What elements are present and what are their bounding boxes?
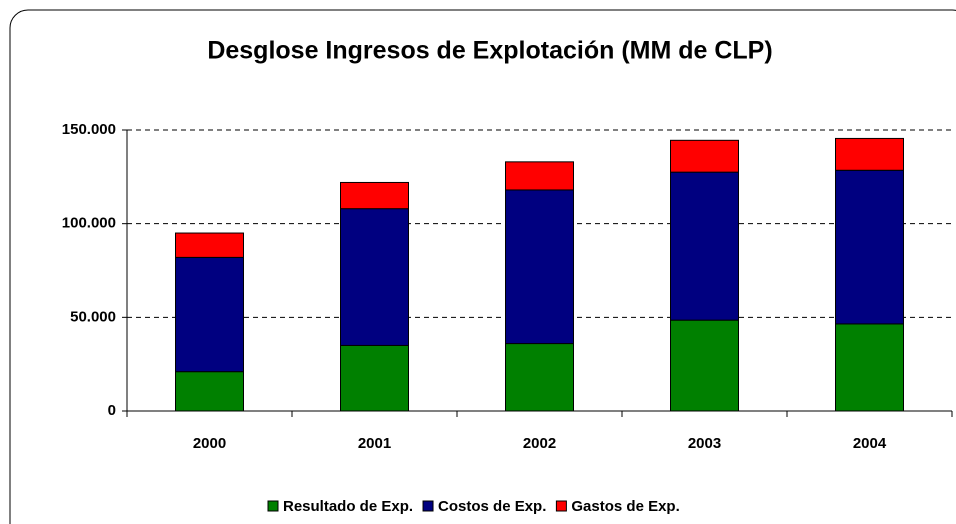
bar-segment (340, 181, 409, 210)
bar-segment (835, 323, 904, 412)
bar-segment (340, 344, 409, 412)
bar-segment (505, 343, 574, 412)
y-tick-label: 150.000 (62, 121, 116, 138)
y-tick-label: 0 (108, 402, 116, 419)
x-tick-label: 2002 (523, 435, 556, 452)
chart-frame (9, 9, 956, 524)
bar-segment (175, 232, 244, 258)
legend-swatch (267, 500, 279, 512)
chart-title: Desglose Ingresos de Explotación (MM de … (207, 37, 772, 65)
x-tick-label: 2004 (853, 435, 887, 452)
bar-segment (670, 139, 739, 173)
bar-segment (175, 371, 244, 412)
bar-segment (175, 256, 244, 373)
bar-segment (505, 189, 574, 345)
legend-swatch (555, 500, 567, 512)
y-tick-label: 100.000 (62, 215, 116, 232)
bar-segment (835, 169, 904, 325)
y-tick-label: 50.000 (70, 308, 116, 325)
bar-segment (835, 137, 904, 171)
x-tick-label: 2001 (358, 435, 391, 452)
x-tick-label: 2003 (688, 435, 721, 452)
legend-label: Gastos de Exp. (571, 498, 679, 515)
legend-label: Costos de Exp. (438, 498, 546, 515)
x-tick-label: 2000 (193, 435, 226, 452)
bar-segment (340, 208, 409, 346)
legend-swatch (422, 500, 434, 512)
bar-segment (670, 171, 739, 321)
bar-segment (505, 161, 574, 191)
bar-segment (670, 319, 739, 412)
legend-label: Resultado de Exp. (283, 498, 413, 515)
